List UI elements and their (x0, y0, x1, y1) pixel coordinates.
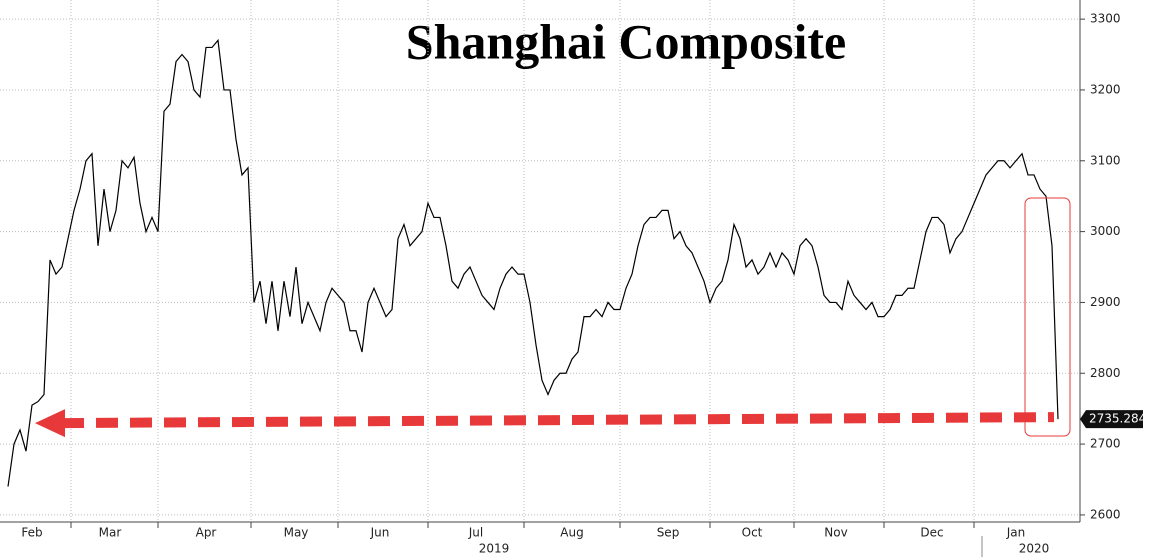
x-tick-label: Apr (196, 526, 217, 540)
arrow-line (61, 412, 1055, 429)
y-tick-label: 2700 (1090, 437, 1121, 451)
y-tick-label: 3000 (1090, 224, 1121, 238)
x-tick-label: Jun (370, 526, 390, 540)
last-value-label: 2735.284 (1089, 412, 1146, 426)
year-label: 2020 (1019, 542, 1050, 556)
x-tick-label: Mar (99, 526, 122, 540)
y-tick-label: 3100 (1090, 153, 1121, 167)
x-tick-label: Nov (824, 526, 847, 540)
y-tick-label: 2600 (1090, 507, 1121, 521)
chart-title: Shanghai Composite (406, 13, 846, 69)
x-tick-label: Dec (920, 526, 943, 540)
x-tick-label: Jul (468, 526, 483, 540)
year-label: 2019 (479, 542, 510, 556)
line-series (7, 38, 1059, 487)
y-tick-label: 3300 (1090, 12, 1121, 26)
x-tick-label: Sep (657, 526, 680, 540)
highlight-box (1024, 197, 1071, 437)
y-tick-label: 2800 (1090, 366, 1121, 380)
y-tick-label: 2900 (1090, 295, 1121, 309)
x-tick-label: Feb (21, 526, 42, 540)
x-tick-label: Aug (560, 526, 583, 540)
x-tick-label: Oct (742, 526, 763, 540)
arrow-head (35, 409, 65, 438)
y-tick-label: 3200 (1090, 82, 1121, 96)
x-tick-label: Jan (1006, 526, 1026, 540)
x-tick-label: May (284, 526, 309, 540)
value-flag (1080, 410, 1143, 429)
